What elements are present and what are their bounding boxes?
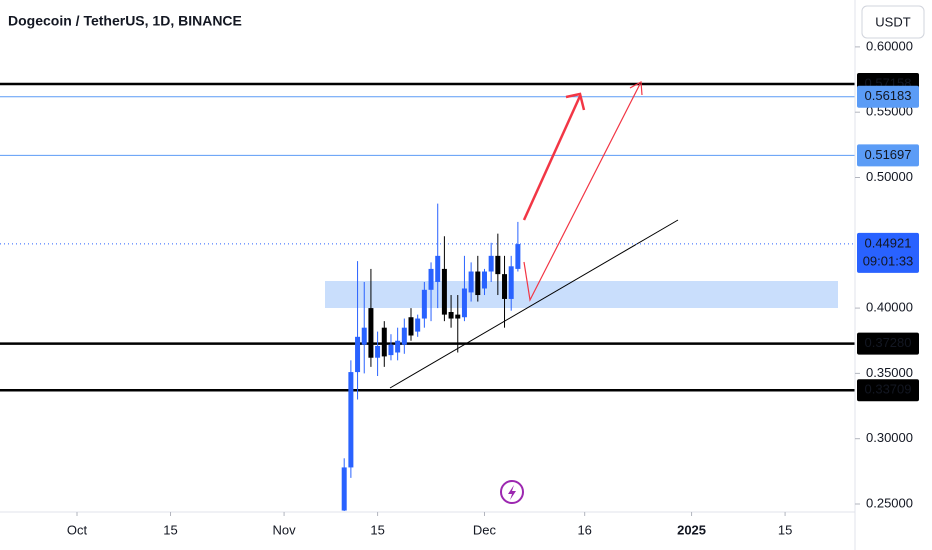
event-icon-bolt [508,485,516,500]
candle-body [515,244,521,269]
x-tick-label: 15 [163,522,177,537]
candle-body [488,255,494,272]
chart-title: Dogecoin / TetherUS, 1D, BINANCE [8,13,242,29]
candle-body [401,327,407,345]
candle-body [495,255,501,275]
event-icon[interactable] [500,480,524,504]
y-tick-label: 0.35000 [866,365,913,380]
x-tick-label: 2025 [677,522,706,537]
candle-body [388,344,394,356]
candle-body [441,268,447,315]
candle-body [355,336,361,373]
candle-body [508,266,514,299]
currency-label[interactable]: USDT [875,14,910,29]
price-badge-label: 0.56183 [865,88,912,103]
candle-body [395,340,401,353]
countdown-label: 09:01:33 [863,253,914,268]
x-tick-label: Oct [67,522,88,537]
price-badge [857,144,919,167]
candle-body [348,372,354,468]
x-tick-label: 15 [370,522,384,537]
price-badge-label: 0.37280 [865,335,912,350]
candle-body [408,317,414,336]
price-badge-label: 0.33709 [865,382,912,397]
candle-body [375,345,381,358]
currency-button[interactable] [861,5,925,39]
candle-body [381,327,387,357]
candle-body [461,288,467,318]
candle-body [435,255,441,282]
y-tick-label: 0.30000 [866,430,913,445]
candle-body [455,314,461,319]
candle-body [421,289,427,319]
candle-body [415,318,421,332]
price-badge [857,232,919,273]
x-tick-label: Dec [473,522,497,537]
candle-body [368,308,374,358]
x-tick-label: Nov [273,522,297,537]
candle-body [448,312,454,319]
y-tick-label: 0.60000 [866,38,913,53]
candle-body [468,271,474,293]
x-tick-label: 16 [577,522,591,537]
candle-body [475,271,481,296]
candle-body [428,268,434,290]
price-badge-label: 0.44921 [865,235,912,250]
y-tick-label: 0.50000 [866,169,913,184]
projection-arrows [522,81,643,302]
price-badge-label: 0.51697 [865,147,912,162]
trend-line [389,219,679,389]
candle-body [341,467,347,511]
y-tick-label: 0.40000 [866,300,913,315]
y-tick-label: 0.25000 [866,495,913,510]
candle-body [502,274,508,299]
x-tick-label: 15 [778,522,792,537]
price-badge [857,85,919,108]
price-badge [857,379,919,402]
demand-zone [325,281,838,308]
candle-body [361,327,367,345]
candle-body [481,271,487,289]
price-badge [857,332,919,355]
